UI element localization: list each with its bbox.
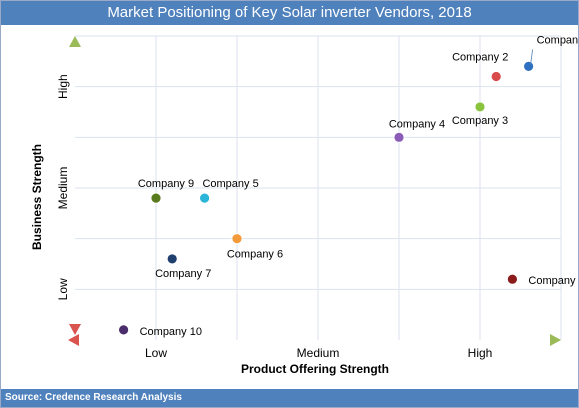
point-marker (231, 233, 243, 245)
point-label: Company 4 (389, 118, 445, 130)
point-company-6: Company 6 (227, 233, 283, 261)
point-company-10: Company 10 (118, 324, 202, 338)
point-company-4: Company 4 (389, 118, 445, 143)
tick-labels: Low Medium High Low Medium High (56, 74, 492, 360)
point-marker (166, 253, 178, 265)
point-company-2: Company 2 (452, 52, 508, 82)
point-company-1: Company 1 (523, 34, 578, 72)
point-leader-line (530, 49, 533, 65)
y-tick-label: Medium (56, 167, 70, 210)
point-marker (199, 192, 211, 204)
point-marker (506, 273, 518, 285)
x-tick-label: Medium (297, 346, 340, 360)
point-label: Company 7 (155, 268, 211, 280)
grid-lines (75, 35, 562, 340)
point-label: Company 5 (202, 178, 258, 190)
point-label: Company 3 (452, 115, 508, 127)
axes (68, 36, 561, 346)
source-note: Source: Credence Research Analysis (1, 389, 578, 407)
y-axis-arrow-bottom (69, 324, 81, 335)
point-marker (523, 61, 534, 72)
x-tick-label: High (468, 346, 493, 360)
point-marker (118, 324, 129, 336)
point-label: Company 1 (537, 34, 578, 46)
point-marker (393, 131, 405, 143)
y-axis-title: Business Strength (30, 144, 44, 250)
chart-title: Market Positioning of Key Solar inverter… (1, 1, 578, 25)
point-company-9: Company 9 (138, 178, 194, 204)
point-company-5: Company 5 (199, 178, 259, 204)
point-label: Company 2 (452, 52, 508, 64)
y-axis-arrow-top (69, 36, 81, 47)
y-tick-label: High (56, 74, 70, 99)
point-company-3: Company 3 (452, 101, 508, 127)
point-label: Company 8 (528, 275, 578, 287)
x-axis-title: Product Offering Strength (241, 362, 389, 376)
point-marker (150, 192, 162, 204)
x-axis-arrow-left (68, 334, 79, 346)
x-axis-arrow-right (550, 334, 561, 346)
point-label: Company 9 (138, 178, 194, 190)
point-company-7: Company 7 (155, 253, 211, 280)
point-label: Company 6 (227, 249, 283, 261)
point-label: Company 10 (140, 326, 202, 338)
point-company-8: Company 8 (506, 273, 578, 287)
point-marker (490, 71, 502, 82)
point-marker (474, 101, 486, 113)
y-tick-label: Low (56, 278, 70, 300)
x-tick-label: Low (145, 346, 167, 360)
data-points: Company 1 Company 2 Company 3 Company 4 Comp… (118, 34, 578, 338)
